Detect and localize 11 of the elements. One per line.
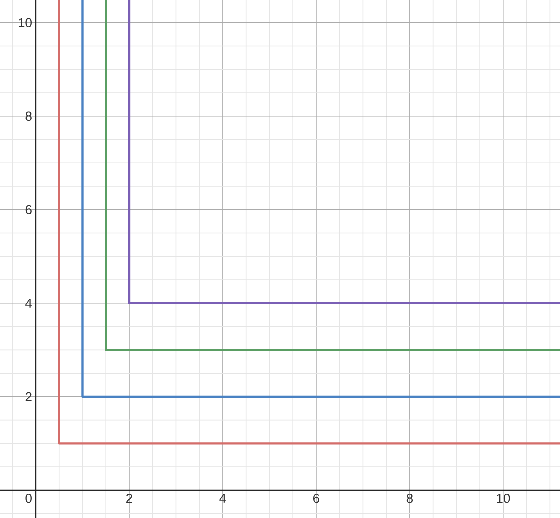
y-tick-label: 2 — [26, 392, 32, 402]
x-tick-label: 0 — [26, 494, 32, 504]
y-tick-label: 8 — [26, 112, 32, 122]
y-tick-label: 10 — [18, 18, 32, 28]
x-tick-label: 2 — [126, 494, 132, 504]
x-tick-label: 8 — [406, 494, 414, 504]
y-tick-label: 6 — [26, 205, 32, 215]
x-tick-label: 4 — [220, 494, 226, 503]
y-tick-label: 4 — [26, 298, 32, 308]
x-tick-label: 10 — [497, 494, 510, 504]
x-tick-label: 6 — [314, 494, 320, 504]
